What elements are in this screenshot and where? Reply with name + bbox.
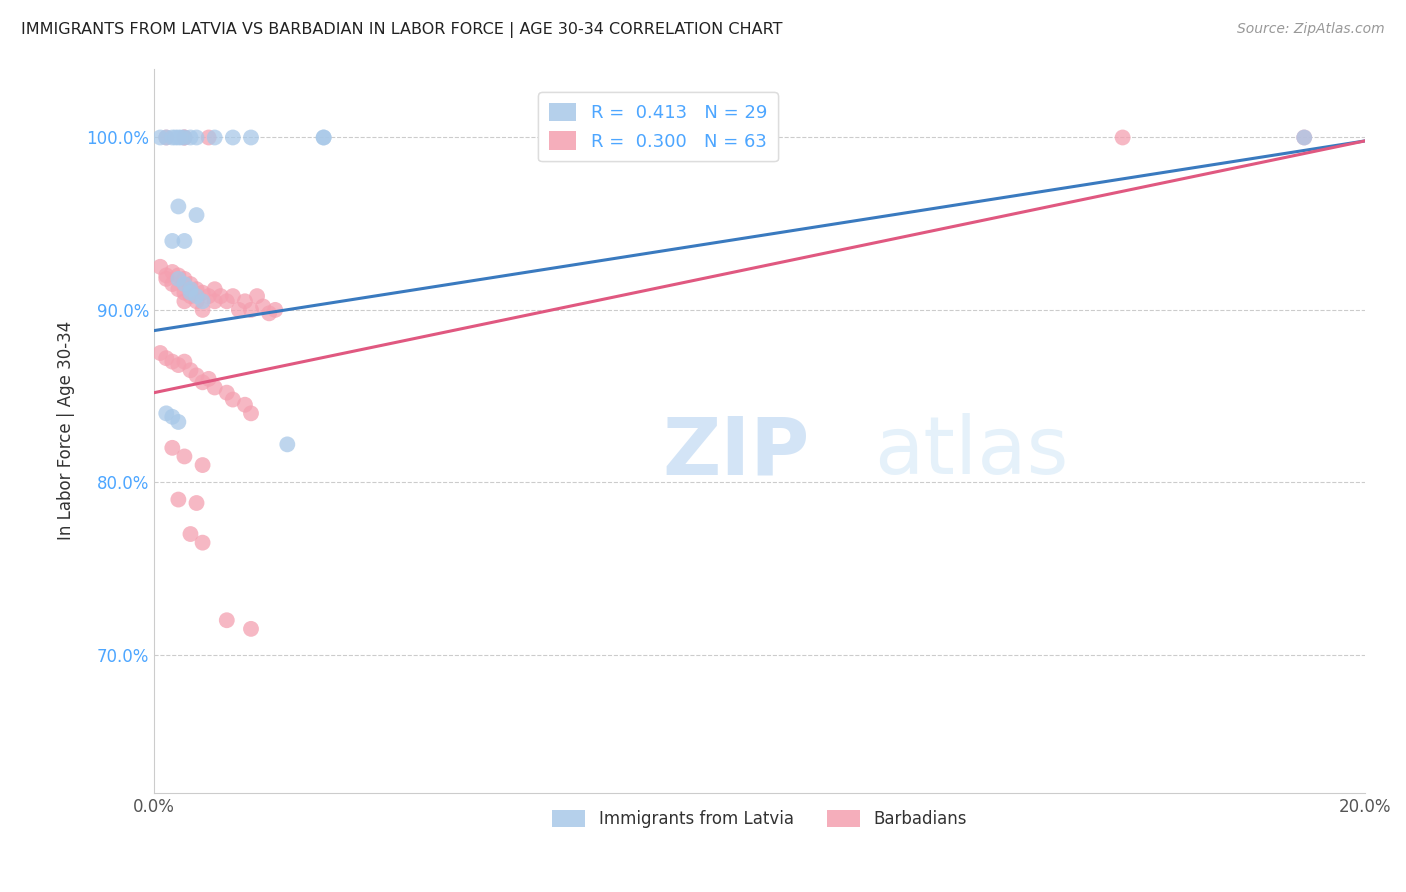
Point	[173, 450, 195, 464]
Point	[186, 289, 208, 303]
Point	[215, 385, 238, 400]
Legend: Immigrants from Latvia, Barbadians: Immigrants from Latvia, Barbadians	[546, 804, 974, 835]
Point	[179, 130, 201, 145]
Point	[186, 496, 208, 510]
Point	[1294, 130, 1316, 145]
Point	[186, 282, 208, 296]
Point	[215, 294, 238, 309]
Text: ZIP: ZIP	[662, 413, 810, 491]
Point	[155, 272, 177, 286]
Point	[246, 289, 269, 303]
Point	[162, 409, 184, 424]
Point	[173, 130, 195, 145]
Point	[257, 306, 280, 320]
Point	[173, 130, 195, 145]
Point	[179, 363, 201, 377]
Point	[204, 130, 226, 145]
Point	[162, 441, 184, 455]
Point	[186, 130, 208, 145]
Point	[222, 289, 245, 303]
Point	[222, 130, 245, 145]
Point	[155, 406, 177, 420]
Point	[191, 535, 214, 549]
Point	[149, 346, 172, 360]
Point	[167, 358, 190, 372]
Point	[167, 282, 190, 296]
Point	[173, 285, 195, 300]
Point	[155, 130, 177, 145]
Point	[173, 354, 195, 368]
Point	[167, 272, 190, 286]
Point	[240, 406, 263, 420]
Point	[233, 398, 256, 412]
Point	[186, 294, 208, 309]
Y-axis label: In Labor Force | Age 30-34: In Labor Force | Age 30-34	[58, 321, 75, 541]
Point	[204, 282, 226, 296]
Text: IMMIGRANTS FROM LATVIA VS BARBADIAN IN LABOR FORCE | AGE 30-34 CORRELATION CHART: IMMIGRANTS FROM LATVIA VS BARBADIAN IN L…	[21, 22, 783, 38]
Point	[191, 302, 214, 317]
Point	[240, 302, 263, 317]
Point	[1111, 130, 1133, 145]
Point	[162, 277, 184, 291]
Point	[312, 130, 335, 145]
Point	[191, 294, 214, 309]
Point	[149, 260, 172, 274]
Point	[167, 415, 190, 429]
Point	[233, 294, 256, 309]
Point	[197, 289, 219, 303]
Point	[252, 300, 274, 314]
Point	[179, 285, 201, 300]
Point	[222, 392, 245, 407]
Point	[173, 277, 195, 291]
Point	[167, 492, 190, 507]
Point	[191, 376, 214, 390]
Text: atlas: atlas	[875, 413, 1069, 491]
Point	[173, 294, 195, 309]
Point	[170, 130, 193, 145]
Point	[162, 234, 184, 248]
Text: Source: ZipAtlas.com: Source: ZipAtlas.com	[1237, 22, 1385, 37]
Point	[209, 289, 232, 303]
Point	[215, 613, 238, 627]
Point	[155, 130, 177, 145]
Point	[186, 208, 208, 222]
Point	[276, 437, 298, 451]
Point	[191, 285, 214, 300]
Point	[204, 380, 226, 394]
Point	[240, 622, 263, 636]
Point	[191, 458, 214, 472]
Point	[197, 130, 219, 145]
Point	[179, 289, 201, 303]
Point	[155, 268, 177, 283]
Point	[204, 294, 226, 309]
Point	[228, 302, 250, 317]
Point	[1294, 130, 1316, 145]
Point	[312, 130, 335, 145]
Point	[264, 302, 287, 317]
Point	[149, 130, 172, 145]
Point	[167, 130, 190, 145]
Point	[186, 368, 208, 383]
Point	[197, 372, 219, 386]
Point	[179, 527, 201, 541]
Point	[162, 130, 184, 145]
Point	[162, 265, 184, 279]
Point	[179, 282, 201, 296]
Point	[162, 354, 184, 368]
Point	[165, 130, 187, 145]
Point	[173, 272, 195, 286]
Point	[240, 130, 263, 145]
Point	[173, 234, 195, 248]
Point	[179, 277, 201, 291]
Point	[155, 351, 177, 366]
Point	[167, 199, 190, 213]
Point	[167, 268, 190, 283]
Point	[173, 130, 195, 145]
